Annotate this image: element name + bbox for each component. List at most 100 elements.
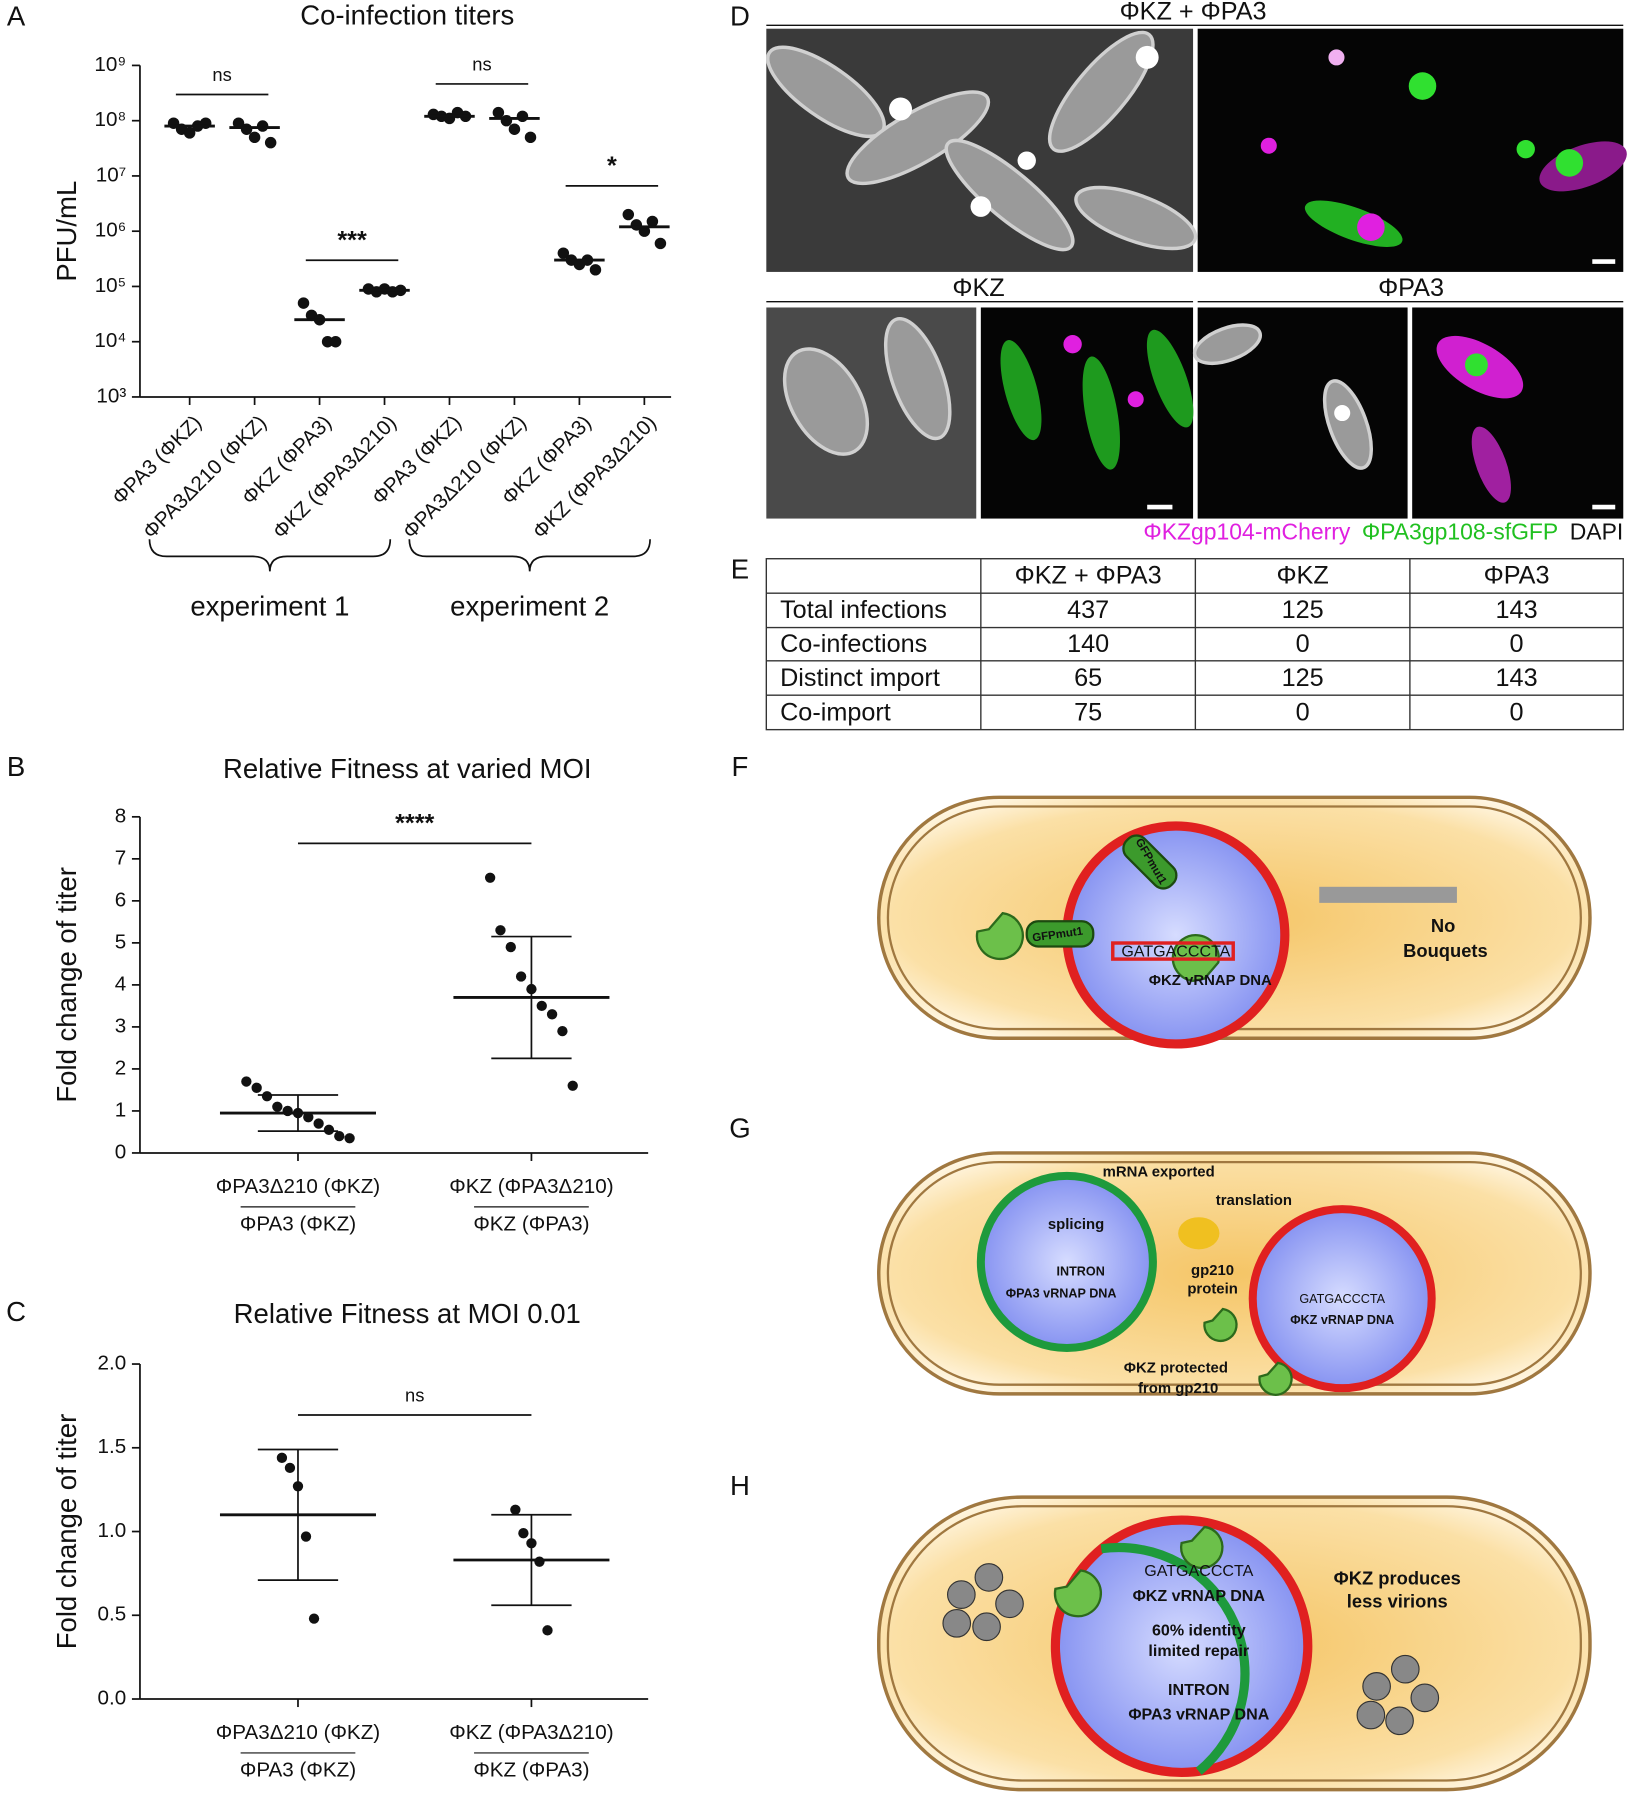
data-point xyxy=(323,1124,335,1136)
diagram-label: splicing xyxy=(1048,1217,1104,1233)
x-tick-label: ΦKZ (ΦPA3) xyxy=(473,1213,589,1236)
data-point xyxy=(183,127,196,139)
diagram-label: ΦPA3 vRNAP DNA xyxy=(1006,1286,1117,1300)
dna xyxy=(1111,941,1235,961)
x-tick-label: ΦPA3 (ΦKZ) xyxy=(240,1759,356,1782)
y-axis-label: PFU/mL xyxy=(51,181,82,282)
data-point xyxy=(508,123,521,135)
diagram-label: less virions xyxy=(1347,1590,1448,1611)
chart-title: Relative Fitness at varied MOI xyxy=(223,753,592,784)
data-point xyxy=(300,1531,312,1542)
data-point xyxy=(654,237,667,250)
header-lines xyxy=(766,24,1624,303)
diagram-label: mRNA exported xyxy=(1103,1164,1215,1180)
panel-label: F xyxy=(732,751,749,782)
table-row-label: Total infections xyxy=(780,596,947,624)
table-cell: 125 xyxy=(1282,664,1324,692)
panel-label: H xyxy=(730,1470,750,1501)
diagram-label: 60% identity xyxy=(1152,1622,1246,1640)
diagram-label: GATGACCCTA xyxy=(1121,942,1230,960)
data-point xyxy=(495,925,506,936)
table-cell: 0 xyxy=(1510,698,1524,726)
diagram-label: ΦKZ vRNAP DNA xyxy=(1149,973,1272,989)
table-cell: 0 xyxy=(1296,698,1310,726)
table-header: ΦKZ xyxy=(1276,562,1328,590)
x-tick-label: ΦPA3Δ210 (ΦKZ) xyxy=(216,1721,380,1744)
table-cell: 0 xyxy=(1296,630,1310,658)
gp210 xyxy=(1179,1525,1224,1570)
cells xyxy=(766,30,1373,470)
panel-label: B xyxy=(7,751,25,782)
microscopy-images xyxy=(766,24,1627,519)
x-tick-label: ΦKZ (ΦPA3Δ210) xyxy=(449,1175,613,1198)
data-point xyxy=(557,1025,568,1037)
y-tick-label: 10⁸ xyxy=(95,108,127,131)
table-cell: 0 xyxy=(1510,630,1524,658)
table-cell: 143 xyxy=(1496,596,1538,624)
scale-bars xyxy=(1147,259,1616,510)
diagram-label: translation xyxy=(1216,1193,1292,1209)
nucleus xyxy=(1248,1205,1436,1393)
diagram-label: Bouquets xyxy=(1403,940,1488,961)
x-tick-label: ΦKZ (ΦPA3Δ210) xyxy=(449,1721,613,1744)
nucleus xyxy=(1050,1515,1313,1778)
gp210 xyxy=(1203,1307,1238,1343)
data-point xyxy=(241,1076,252,1087)
table-row-label: Co-import xyxy=(780,698,891,726)
data-point xyxy=(638,225,651,237)
data-point xyxy=(505,941,516,953)
significance-label: * xyxy=(607,152,617,180)
y-tick-label: 0 xyxy=(115,1140,126,1163)
data-point xyxy=(524,131,537,144)
panel-label: D xyxy=(730,1,750,32)
data-point xyxy=(500,114,513,127)
data-point xyxy=(344,1133,355,1144)
diagram-label: ΦKZ vRNAP DNA xyxy=(1133,1587,1266,1605)
y-axis-label: Fold change of titer xyxy=(51,1414,82,1650)
data-point xyxy=(308,1613,320,1624)
significance-label: ns xyxy=(472,53,491,74)
y-tick-label: 8 xyxy=(115,804,126,827)
gp210 xyxy=(1053,1569,1102,1618)
y-tick-label: 6 xyxy=(115,888,126,911)
image-title: ΦPA3 xyxy=(1378,274,1444,302)
y-tick-label: 10⁵ xyxy=(95,274,127,297)
y-tick-label: 1 xyxy=(115,1098,126,1121)
cell-membrane xyxy=(886,1160,1582,1386)
panel-label: A xyxy=(7,1,26,32)
y-tick-label: 0.0 xyxy=(98,1686,127,1709)
y-tick-label: 10⁴ xyxy=(94,329,126,352)
data-point xyxy=(492,106,505,119)
nucleus-green xyxy=(1100,1542,1250,1775)
y-tick-label: 10³ xyxy=(96,384,126,407)
data-point xyxy=(232,117,245,129)
dapi-foci xyxy=(889,45,1351,422)
data-point xyxy=(282,1105,293,1117)
y-tick-label: 7 xyxy=(115,846,126,869)
x-tick-label: ΦPA3Δ210 (ΦKZ) xyxy=(399,411,531,543)
significance-label: ns xyxy=(212,64,231,85)
data-point xyxy=(622,208,635,221)
data-point xyxy=(272,1101,283,1112)
image-title: ΦKZ xyxy=(952,274,1004,302)
gp210 xyxy=(1258,1361,1293,1396)
y-axis-label: Fold change of titer xyxy=(51,867,82,1103)
x-tick-label: ΦPA3Δ210 (ΦKZ) xyxy=(139,411,271,543)
image-title: ΦKZ + ΦPA3 xyxy=(1120,0,1267,25)
y-tick-label: 4 xyxy=(115,972,126,995)
table-cell: 143 xyxy=(1496,664,1538,692)
y-tick-label: 1.0 xyxy=(98,1519,127,1542)
diagram-g xyxy=(877,1151,1592,1396)
table-cell: 437 xyxy=(1067,596,1109,624)
filament xyxy=(1319,886,1457,903)
table-cell: 75 xyxy=(1074,698,1102,726)
y-tick-label: 5 xyxy=(115,930,126,953)
diagram-label: from gp210 xyxy=(1138,1381,1218,1397)
table-row-label: Distinct import xyxy=(780,664,940,692)
y-tick-label: 2 xyxy=(115,1056,126,1079)
significance-label: ns xyxy=(405,1385,424,1406)
x-tick-label: ΦKZ (ΦPA3Δ210) xyxy=(528,411,660,543)
diagram-f xyxy=(877,795,1592,1049)
significance-label: **** xyxy=(395,810,434,838)
